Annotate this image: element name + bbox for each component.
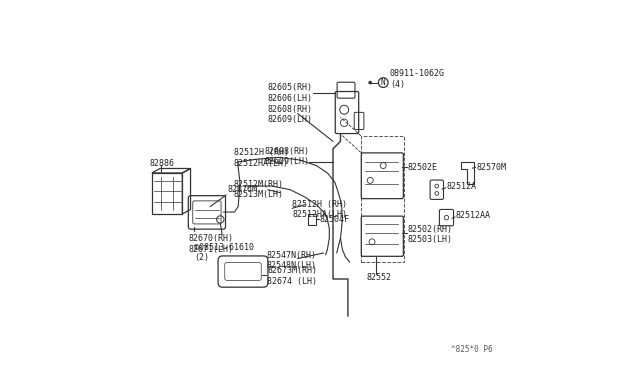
Text: ©08513-61610
(2): ©08513-61610 (2): [195, 243, 254, 262]
Text: 08911-1062G
(4): 08911-1062G (4): [390, 69, 445, 89]
Text: 82502E: 82502E: [408, 163, 437, 172]
Text: 82547N(RH)
82548N(LH): 82547N(RH) 82548N(LH): [266, 251, 316, 270]
Text: 82502(RH)
82503(LH): 82502(RH) 82503(LH): [408, 225, 452, 244]
Text: 82670(RH)
82671(LH): 82670(RH) 82671(LH): [189, 234, 234, 254]
Text: 82552: 82552: [367, 273, 392, 282]
Text: 82605(RH)
82606(LH): 82605(RH) 82606(LH): [268, 83, 313, 103]
Text: 82512AA: 82512AA: [456, 211, 491, 220]
Text: 82673M(RH)
82674 (LH): 82673M(RH) 82674 (LH): [267, 266, 317, 286]
Text: 82676M: 82676M: [227, 185, 257, 194]
Text: 82504F: 82504F: [319, 215, 349, 224]
Text: 82512M(RH)
82513M(LH): 82512M(RH) 82513M(LH): [234, 180, 284, 199]
Text: N: N: [381, 78, 385, 87]
Text: 82512H (RH)
82512HA(LH): 82512H (RH) 82512HA(LH): [234, 148, 289, 168]
Circle shape: [369, 81, 372, 84]
Text: ^825*0 P6: ^825*0 P6: [451, 345, 493, 354]
Text: 82608(RH)
82609(LH): 82608(RH) 82609(LH): [264, 147, 309, 166]
Text: 82512A: 82512A: [447, 182, 476, 191]
Text: 82608(RH)
82609(LH): 82608(RH) 82609(LH): [268, 105, 313, 124]
Text: 82886: 82886: [150, 159, 175, 168]
Text: 82512H (RH)
82512HA(LH): 82512H (RH) 82512HA(LH): [292, 200, 347, 219]
Text: 82570M: 82570M: [476, 163, 506, 172]
